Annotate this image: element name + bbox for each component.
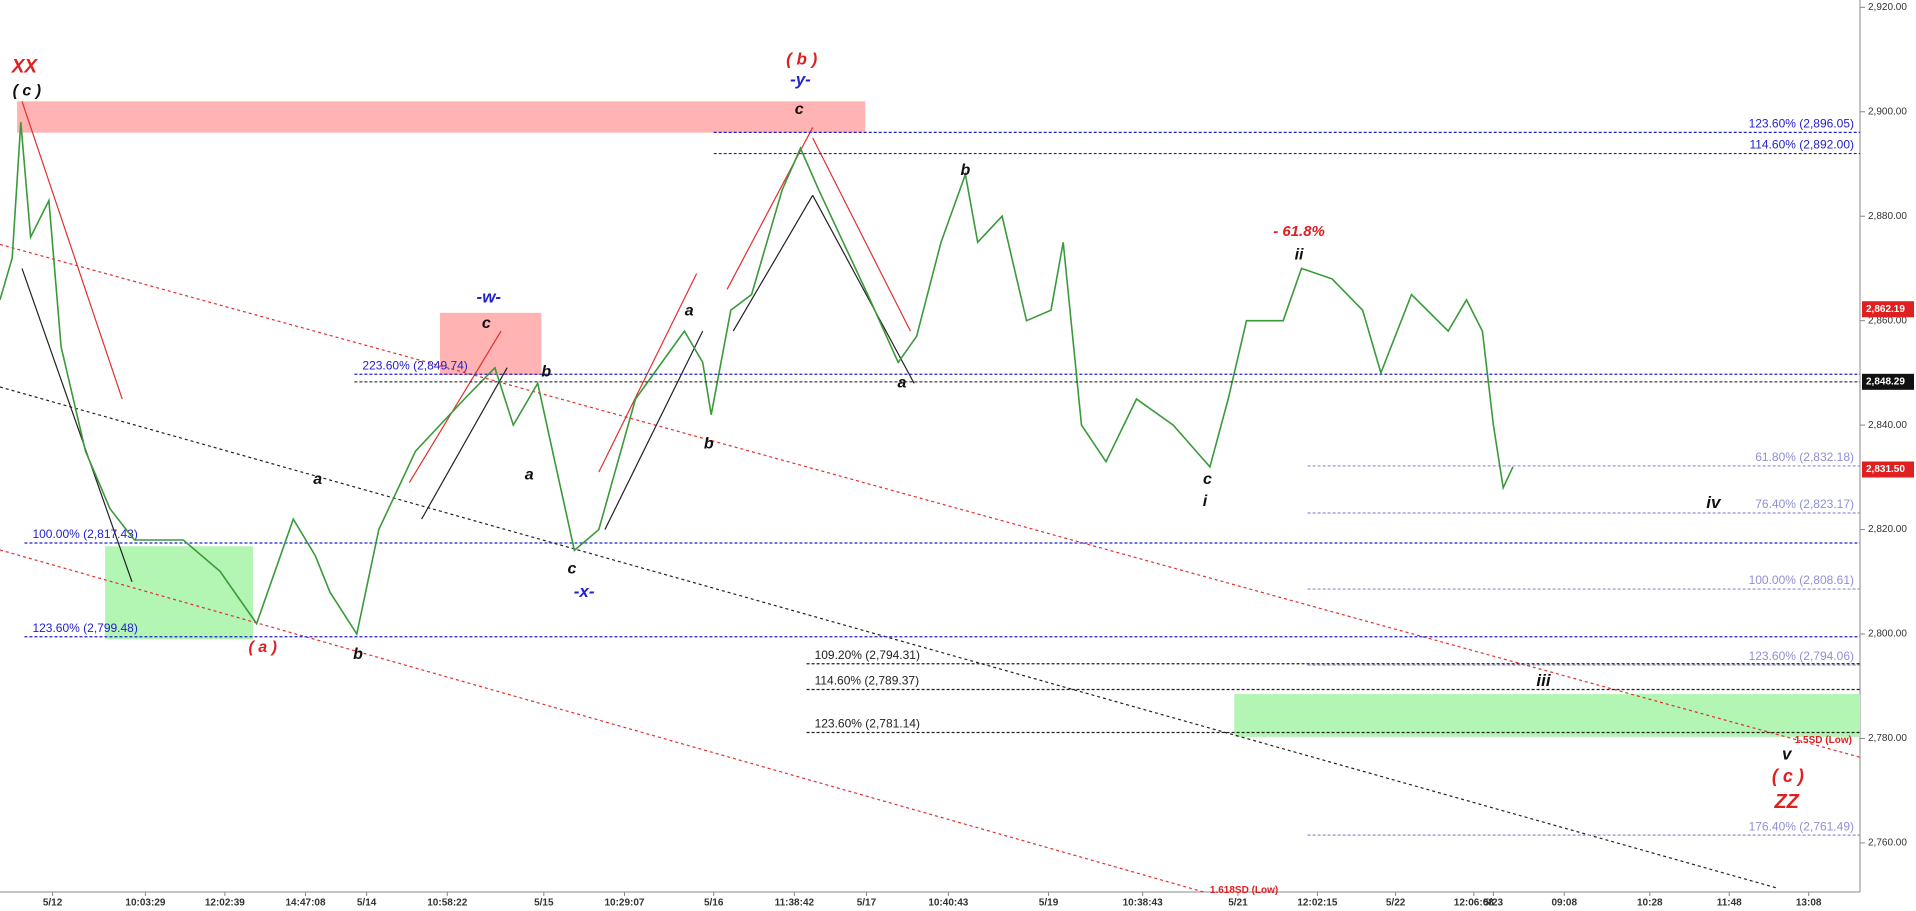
wave-label: -x- [574,582,595,601]
x-tick-label: 09:08 [1551,898,1577,909]
wave-label: ( a ) [249,639,277,656]
trendline [604,330,704,530]
wave-label: a [685,302,694,319]
level-label: 109.20% (2,794.31) [815,648,920,662]
x-tick-label: 10:58:22 [427,898,467,909]
wave-label: b [961,162,971,179]
wave-label: b [541,364,551,381]
y-tick-label: 2,900.00 [1868,106,1907,117]
trendline [812,137,911,332]
x-tick-label: 12:02:39 [205,898,245,909]
wave-label: - 61.8% [1273,223,1325,240]
x-tick-label: 10:40:43 [928,898,968,909]
x-tick-label: 14:47:08 [286,898,326,909]
x-tick-label: 5/16 [704,898,724,909]
x-tick-label: 12:06:08 [1454,898,1494,909]
x-tick-label: 12:02:15 [1297,898,1337,909]
y-tick-label: 2,780.00 [1868,733,1907,744]
price-box-label: 2,862.19 [1866,304,1905,315]
x-tick-label: 5/19 [1039,898,1059,909]
x-tick-label: 5/23 [1484,898,1504,909]
wave-label: a [525,466,534,483]
level-label: 114.60% (2,789.37) [815,674,920,688]
level-label: 114.60% (2,892.00) [1749,138,1854,152]
wave-label: iii [1536,671,1551,690]
wave-label: ( c ) [13,83,41,100]
x-tick-label: 10:29:07 [604,898,644,909]
wave-label: XX [11,56,39,77]
x-tick-label: 10:03:29 [125,898,165,909]
trendline [0,549,1204,893]
wave-label: c [795,101,804,118]
wave-label: a [313,471,322,488]
y-tick-label: 2,760.00 [1868,838,1907,849]
wave-label: -y- [790,70,811,89]
trendline [421,367,508,520]
trendline [21,101,123,400]
zone [17,101,866,133]
wave-label: b [353,646,363,663]
wave-label: -w- [477,288,502,307]
zone [105,546,253,640]
wave-label: c [1203,471,1212,488]
level-label: 76.40% (2,823.17) [1755,497,1854,511]
x-tick-label: 5/15 [534,898,554,909]
zone [439,312,542,375]
level-label: 100.00% (2,808.61) [1749,573,1854,587]
wave-label: ( c ) [1772,766,1804,786]
x-tick-label: 11:48 [1717,898,1742,909]
x-tick-label: 10:38:43 [1123,898,1163,909]
price-box-label: 2,848.29 [1866,376,1905,387]
level-label: 123.60% (2,896.05) [1749,117,1854,131]
wave-label: iv [1706,493,1722,512]
trendline [732,195,814,332]
level-label: 123.60% (2,781.14) [815,717,920,731]
trendline [812,195,915,384]
zone [1234,694,1860,737]
wave-label: v [1782,745,1793,764]
level-label: 223.60% (2,849.74) [362,358,467,372]
y-tick-label: 2,840.00 [1868,420,1907,431]
x-tick-label: 5/14 [357,898,377,909]
y-tick-label: 2,880.00 [1868,211,1907,222]
wave-label: i [1203,493,1208,510]
price-box [1862,301,1914,318]
level-label: 61.80% (2,832.18) [1755,450,1854,464]
wave-label: 1.618SD (Low) [1210,885,1278,896]
price-line [0,122,1514,637]
x-tick-label: 10:28 [1637,898,1663,909]
wave-label: c [567,560,576,577]
trendline [598,273,698,473]
wave-label: c [482,315,491,332]
x-tick-label: 11:38:42 [775,898,815,909]
wave-label: 1.5SD (Low) [1795,735,1852,746]
level-label: 176.40% (2,761.49) [1749,819,1854,833]
level-label: 123.60% (2,799.48) [32,621,137,635]
wave-label: ii [1295,247,1304,264]
level-label: 100.00% (2,817.43) [32,527,137,541]
x-tick-label: 5/17 [857,898,877,909]
wave-label: b [704,436,714,453]
wave-label: ZZ [1773,791,1799,813]
y-tick-label: 2,800.00 [1868,629,1907,640]
level-label: 123.60% (2,794.06) [1749,649,1854,663]
wave-label: a [897,375,906,392]
wave-label: ( b ) [786,50,817,69]
y-tick-label: 2,820.00 [1868,524,1907,535]
x-tick-label: 5/12 [43,898,63,909]
price-box [1862,461,1914,478]
trendline [21,268,133,582]
price-box-label: 2,831.50 [1866,464,1905,475]
y-tick-label: 2,860.00 [1868,315,1907,326]
trendline [408,330,502,483]
y-tick-label: 2,920.00 [1868,2,1907,13]
x-tick-label: 5/21 [1228,898,1248,909]
price-box [1862,373,1914,390]
trendline [0,386,1779,889]
x-tick-label: 5/22 [1386,898,1406,909]
x-tick-label: 13:08 [1796,898,1822,909]
